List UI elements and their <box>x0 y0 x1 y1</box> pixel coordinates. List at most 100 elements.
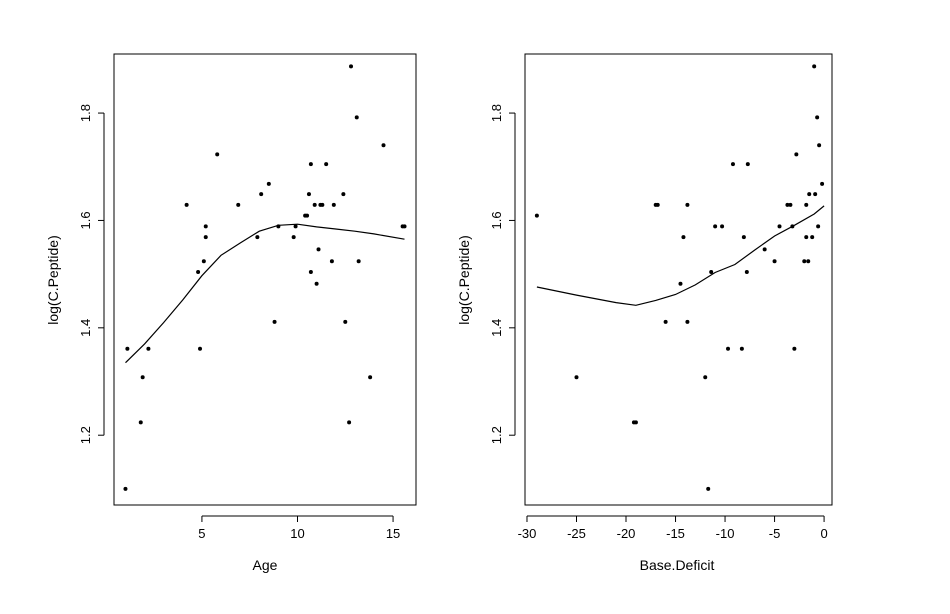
y-tick-label: 1.2 <box>78 426 93 444</box>
data-point <box>762 247 767 252</box>
data-point <box>685 319 690 324</box>
y-tick-label: 1.2 <box>489 426 504 444</box>
data-point <box>792 346 797 351</box>
data-point <box>125 346 130 351</box>
data-point <box>196 269 201 274</box>
x-axis-base-deficit: -30 -25 -20 -15 -10 -5 0 <box>518 515 828 541</box>
data-point <box>703 375 708 380</box>
data-point <box>777 224 782 229</box>
y-axis-age: 1.2 1.4 1.6 1.8 <box>78 104 105 444</box>
y-tick-label: 1.4 <box>78 319 93 337</box>
data-point <box>655 202 660 207</box>
data-point <box>772 259 777 264</box>
x-tick-label: -10 <box>716 526 735 541</box>
data-point <box>341 192 346 197</box>
data-point <box>314 281 319 286</box>
data-point <box>713 224 718 229</box>
data-point <box>293 224 298 229</box>
data-point <box>730 162 735 167</box>
panel-base-deficit: 1.2 1.4 1.6 1.8 -30 -25 -20 -15 -10 -5 0 Base.Def… <box>456 53 833 573</box>
x-tick-label: 5 <box>198 526 205 541</box>
data-point <box>685 202 690 207</box>
data-point <box>813 192 818 197</box>
data-point <box>794 152 799 157</box>
data-point <box>320 202 325 207</box>
y-axis-base-deficit: 1.2 1.4 1.6 1.8 <box>489 104 516 444</box>
y-tick-label: 1.6 <box>78 211 93 229</box>
data-point <box>810 235 815 240</box>
data-point <box>266 181 271 186</box>
data-point <box>138 420 143 425</box>
x-tick-label: -25 <box>567 526 586 541</box>
data-point <box>215 152 220 157</box>
data-point <box>236 202 241 207</box>
x-axis-title-base-deficit: Base.Deficit <box>640 557 715 573</box>
data-point <box>146 346 151 351</box>
data-point <box>812 64 817 69</box>
data-point <box>726 346 731 351</box>
y-axis-title-base-deficit: log(C.Peptide) <box>456 235 472 325</box>
data-point <box>140 375 145 380</box>
smooth-line-base-deficit <box>536 205 825 306</box>
data-point <box>184 202 189 207</box>
data-point <box>343 319 348 324</box>
data-point <box>305 213 310 218</box>
data-point <box>788 202 793 207</box>
data-point <box>203 224 208 229</box>
y-tick-label: 1.4 <box>489 319 504 337</box>
data-point <box>331 202 336 207</box>
x-tick-label: 0 <box>820 526 827 541</box>
data-point <box>324 162 329 167</box>
x-axis-age: 5 10 15 <box>198 515 400 541</box>
data-point <box>720 224 725 229</box>
data-point <box>308 162 313 167</box>
data-point <box>663 319 668 324</box>
data-point <box>681 235 686 240</box>
data-point <box>804 235 809 240</box>
data-point <box>255 235 260 240</box>
data-point <box>356 259 361 264</box>
data-point <box>368 375 373 380</box>
data-point <box>820 181 825 186</box>
data-point <box>785 202 790 207</box>
data-point <box>807 192 812 197</box>
data-point <box>806 259 811 264</box>
data-point <box>709 269 714 274</box>
data-point <box>678 281 683 286</box>
data-point <box>291 235 296 240</box>
data-point <box>534 213 539 218</box>
y-axis-title-age: log(C.Peptide) <box>45 235 61 325</box>
data-point <box>802 259 807 264</box>
data-point <box>203 235 208 240</box>
data-point <box>574 375 579 380</box>
data-point <box>306 192 311 197</box>
data-point <box>739 346 744 351</box>
data-point <box>816 224 821 229</box>
data-point <box>347 420 352 425</box>
panel-age: 1.2 1.4 1.6 1.8 5 10 15 Age log(C.Peptide) <box>45 53 417 573</box>
data-point <box>198 346 203 351</box>
data-point <box>272 319 277 324</box>
y-tick-label: 1.8 <box>78 104 93 122</box>
smooth-line-age <box>125 223 405 364</box>
data-point <box>381 143 386 148</box>
data-point <box>741 235 746 240</box>
data-point <box>402 224 407 229</box>
data-point <box>259 192 264 197</box>
data-point <box>312 202 317 207</box>
data-point <box>123 486 128 491</box>
y-tick-label: 1.6 <box>489 211 504 229</box>
points-base-deficit <box>534 64 825 491</box>
x-tick-label: -20 <box>617 526 636 541</box>
x-tick-label: -30 <box>518 526 537 541</box>
data-point <box>745 162 750 167</box>
points-age <box>123 64 407 491</box>
data-point <box>349 64 354 69</box>
data-point <box>815 115 820 120</box>
data-point <box>201 259 206 264</box>
x-tick-label: 15 <box>386 526 400 541</box>
plot-frame-base-deficit <box>524 53 833 506</box>
x-tick-label: 10 <box>290 526 304 541</box>
y-tick-label: 1.8 <box>489 104 504 122</box>
